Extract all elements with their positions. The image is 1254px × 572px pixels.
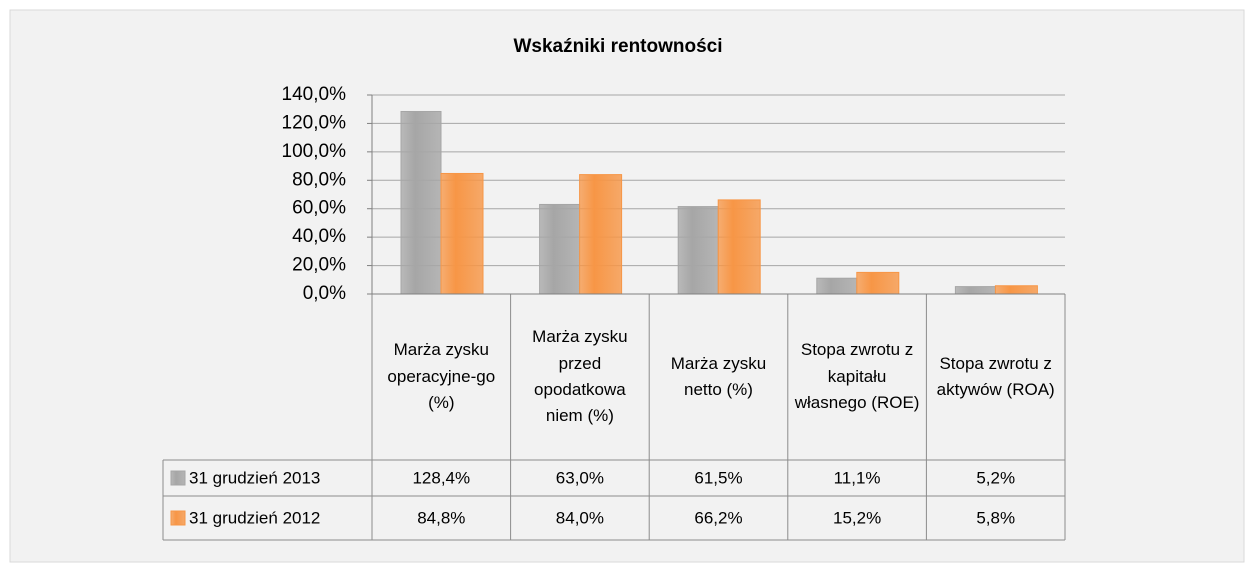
category-label: Marża zysku operacyjne-go (%) <box>387 340 496 413</box>
table-value: 5,8% <box>976 508 1015 527</box>
table-value: 61,5% <box>694 468 742 487</box>
table-value: 15,2% <box>833 508 881 527</box>
chart-title: Wskaźniki rentowności <box>513 36 722 57</box>
bar <box>579 174 623 295</box>
bar <box>856 271 900 295</box>
legend-swatch <box>170 510 186 526</box>
table-value: 5,2% <box>976 468 1015 487</box>
category-label: Marża zysku netto (%) <box>670 353 767 399</box>
category-label-box: Stopa zwrotu z kapitału własnego (ROE) <box>794 340 920 413</box>
table-value: 84,0% <box>556 508 604 527</box>
bar <box>539 203 581 295</box>
bar <box>954 286 996 295</box>
category-label: Stopa zwrotu z kapitału własnego (ROE) <box>794 340 920 413</box>
table-value: 84,8% <box>417 508 465 527</box>
table-value: 11,1% <box>834 468 881 487</box>
bar <box>400 110 442 295</box>
bar <box>816 277 858 295</box>
legend-swatch <box>170 470 186 486</box>
category-label: Stopa zwrotu z aktywów (ROA) <box>936 353 1055 399</box>
y-tick-label: 20,0% <box>292 255 346 276</box>
category-label-box: Marża zysku operacyjne-go (%) <box>387 340 496 413</box>
legend-label: 31 grudzień 2013 <box>189 468 320 487</box>
category-label-box: Stopa zwrotu z aktywów (ROA) <box>936 353 1055 399</box>
y-tick-label: 0,0% <box>303 283 346 304</box>
y-tick-label: 80,0% <box>292 169 346 190</box>
y-tick-label: 100,0% <box>282 141 347 162</box>
y-tick-label: 120,0% <box>282 112 347 133</box>
y-tick-label: 140,0% <box>282 84 347 105</box>
category-label-box: Marża zysku przed opodatkowa niem (%) <box>532 327 628 426</box>
table-value: 63,0% <box>556 468 604 487</box>
y-tick-label: 40,0% <box>292 226 346 247</box>
category-label: Marża zysku przed opodatkowa niem (%) <box>532 327 628 426</box>
legend-label: 31 grudzień 2012 <box>189 508 320 527</box>
table-value: 128,4% <box>412 468 470 487</box>
bar <box>994 285 1038 295</box>
category-label-box: Marża zysku netto (%) <box>670 353 767 399</box>
bar <box>717 199 761 295</box>
bar <box>677 206 719 295</box>
bar <box>440 172 484 295</box>
table-value: 66,2% <box>694 508 742 527</box>
y-tick-label: 60,0% <box>292 198 346 219</box>
